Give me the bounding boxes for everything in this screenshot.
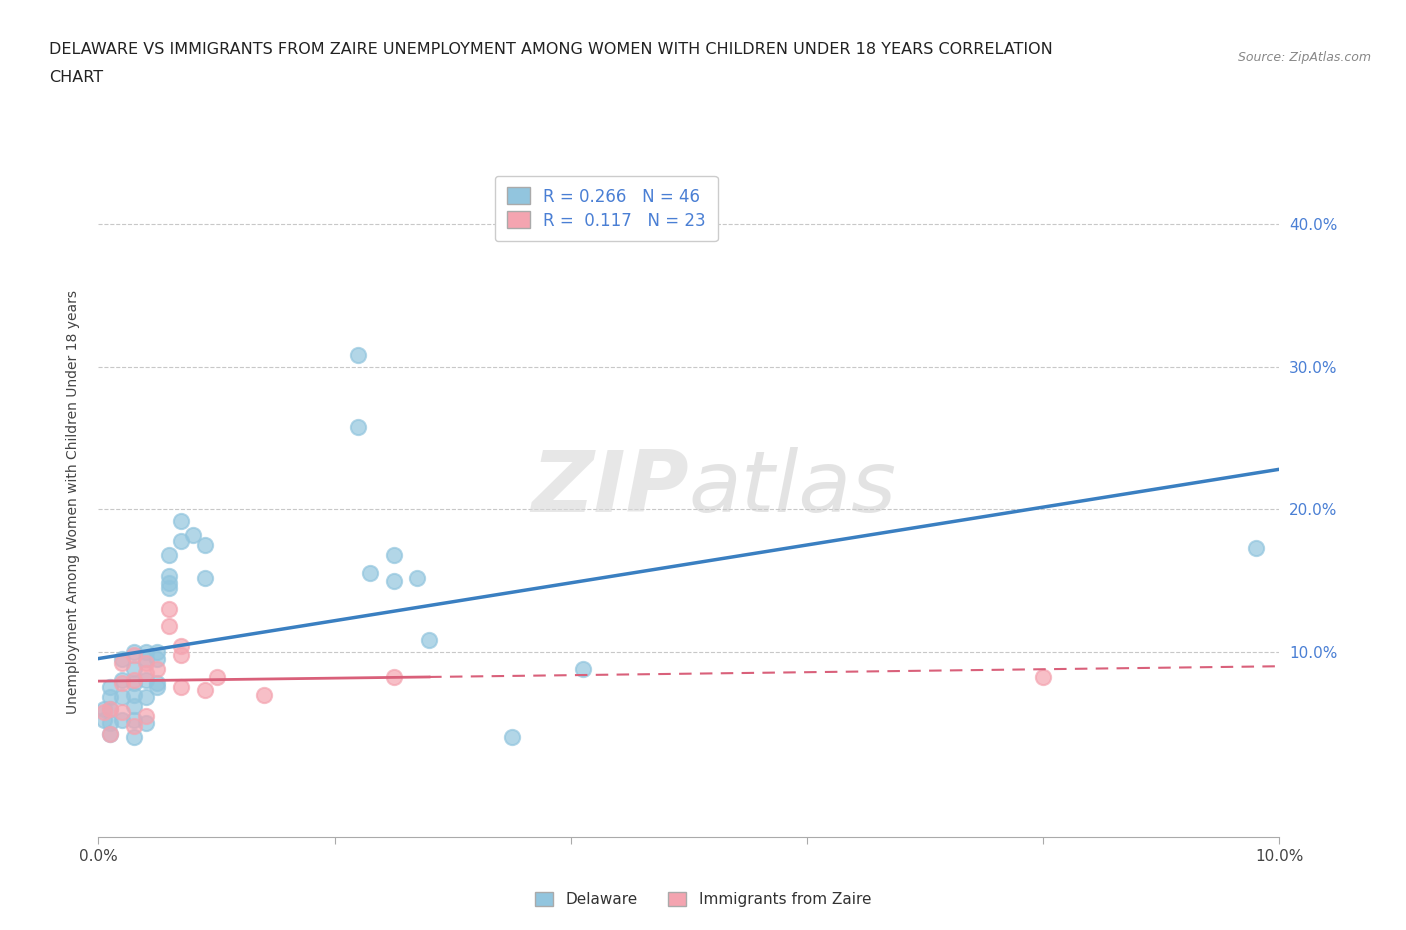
Point — [382, 573, 405, 588]
Point — [111, 676, 134, 691]
Point — [194, 538, 217, 552]
Point — [93, 701, 115, 716]
Point — [122, 698, 145, 713]
Point — [135, 709, 157, 724]
Point — [135, 715, 157, 730]
Point — [157, 576, 180, 591]
Point — [253, 687, 276, 702]
Text: atlas: atlas — [689, 447, 897, 530]
Point — [571, 661, 593, 676]
Point — [122, 661, 145, 676]
Point — [122, 712, 145, 727]
Point — [122, 730, 145, 745]
Point — [111, 652, 134, 667]
Point — [111, 712, 134, 727]
Point — [122, 719, 145, 734]
Point — [98, 701, 121, 716]
Legend: R = 0.266   N = 46, R =  0.117   N = 23: R = 0.266 N = 46, R = 0.117 N = 23 — [495, 176, 717, 241]
Point — [170, 647, 193, 662]
Point — [194, 683, 217, 698]
Point — [157, 580, 180, 595]
Point — [146, 676, 169, 691]
Point — [359, 566, 381, 581]
Point — [122, 672, 145, 687]
Point — [1032, 670, 1054, 684]
Point — [382, 670, 405, 684]
Point — [501, 730, 523, 745]
Point — [122, 687, 145, 702]
Point — [157, 569, 180, 584]
Point — [205, 670, 228, 684]
Point — [98, 727, 121, 742]
Point — [135, 644, 157, 659]
Point — [146, 661, 169, 676]
Point — [157, 548, 180, 563]
Point — [98, 680, 121, 695]
Point — [135, 656, 157, 671]
Y-axis label: Unemployment Among Women with Children Under 18 years: Unemployment Among Women with Children U… — [66, 290, 80, 714]
Point — [98, 727, 121, 742]
Point — [170, 680, 193, 695]
Point — [111, 656, 134, 671]
Point — [135, 652, 157, 667]
Legend: Delaware, Immigrants from Zaire: Delaware, Immigrants from Zaire — [529, 885, 877, 913]
Point — [170, 639, 193, 654]
Point — [122, 647, 145, 662]
Point — [170, 513, 193, 528]
Point — [157, 618, 180, 633]
Point — [347, 419, 370, 434]
Text: Source: ZipAtlas.com: Source: ZipAtlas.com — [1237, 51, 1371, 64]
Point — [98, 701, 121, 716]
Point — [194, 570, 217, 585]
Point — [111, 704, 134, 719]
Point — [406, 570, 429, 585]
Point — [135, 666, 157, 681]
Point — [122, 644, 145, 659]
Point — [170, 533, 193, 548]
Point — [111, 690, 134, 705]
Point — [146, 652, 169, 667]
Point — [93, 704, 115, 719]
Text: DELAWARE VS IMMIGRANTS FROM ZAIRE UNEMPLOYMENT AMONG WOMEN WITH CHILDREN UNDER 1: DELAWARE VS IMMIGRANTS FROM ZAIRE UNEMPL… — [49, 42, 1053, 57]
Point — [93, 712, 115, 727]
Point — [111, 672, 134, 687]
Point — [181, 527, 204, 542]
Point — [382, 548, 405, 563]
Text: CHART: CHART — [49, 70, 103, 85]
Text: ZIP: ZIP — [531, 447, 689, 530]
Point — [146, 680, 169, 695]
Point — [1244, 540, 1267, 555]
Point — [135, 690, 157, 705]
Point — [98, 690, 121, 705]
Point — [157, 602, 180, 617]
Point — [122, 676, 145, 691]
Point — [418, 633, 440, 648]
Point — [98, 715, 121, 730]
Point — [146, 644, 169, 659]
Point — [135, 672, 157, 687]
Point — [347, 348, 370, 363]
